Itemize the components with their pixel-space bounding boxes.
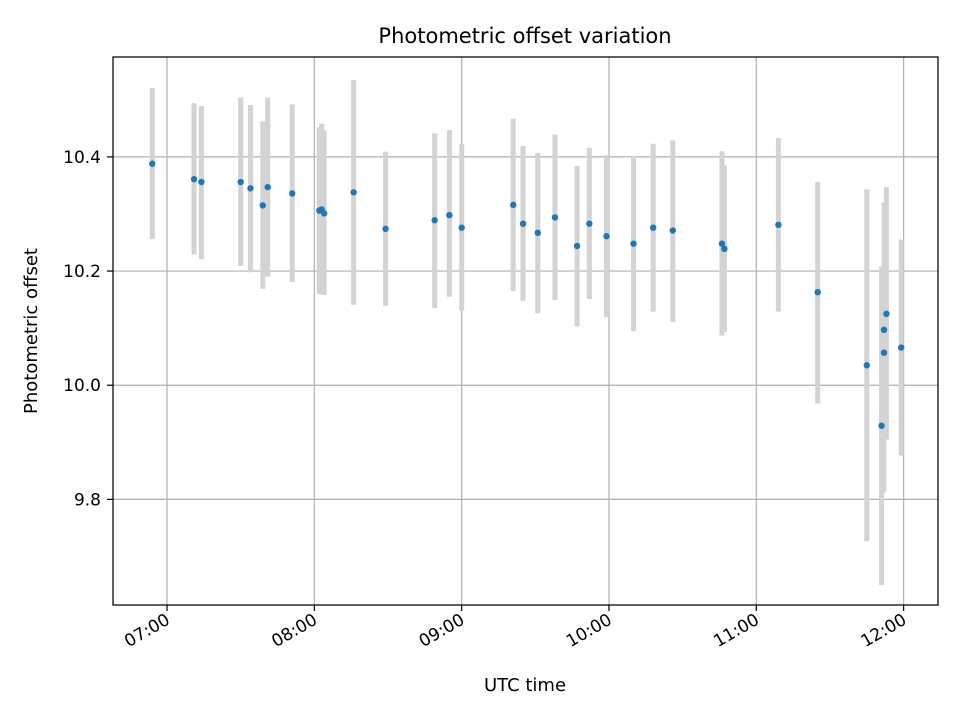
data-point (237, 178, 244, 186)
data-point (586, 220, 593, 227)
y-tick-label: 10.0 (63, 376, 101, 396)
data-point (863, 362, 870, 369)
data-point (510, 201, 517, 209)
data-point (259, 202, 266, 209)
x-axis-label: UTC time (484, 675, 566, 696)
data-point (669, 227, 677, 234)
data-point (775, 221, 782, 229)
data-point (883, 310, 890, 318)
data-point (897, 344, 905, 351)
data-point (534, 229, 541, 237)
data-point (264, 183, 271, 191)
data-point (198, 178, 205, 186)
data-point (814, 288, 821, 296)
data-point (551, 214, 559, 221)
data-point (149, 160, 156, 167)
plot-frame (112, 56, 939, 606)
chart-title: Photometric offset variation (378, 24, 671, 48)
data-point (519, 220, 527, 227)
data-points (149, 160, 905, 429)
data-point (382, 225, 389, 233)
data-point (573, 242, 581, 250)
data-point (458, 224, 465, 231)
y-axis-label: Photometric offset (21, 248, 42, 414)
data-point (446, 211, 453, 219)
y-tick-label: 10.4 (63, 148, 101, 168)
data-point (603, 233, 610, 240)
data-point (880, 326, 888, 334)
data-point (649, 224, 657, 231)
data-point (878, 422, 885, 429)
data-point (718, 240, 726, 247)
data-point (247, 185, 254, 192)
data-point (880, 349, 888, 356)
y-tick-label: 9.8 (74, 490, 101, 510)
y-axis: 9.8 10.0 10.2 10.4 (63, 148, 113, 510)
data-point (190, 175, 198, 183)
data-point (630, 240, 637, 247)
data-point (350, 189, 357, 196)
data-point (431, 217, 438, 224)
data-point (721, 245, 728, 252)
data-point (289, 190, 296, 197)
data-point (320, 210, 328, 217)
y-tick-label: 10.2 (63, 262, 101, 282)
